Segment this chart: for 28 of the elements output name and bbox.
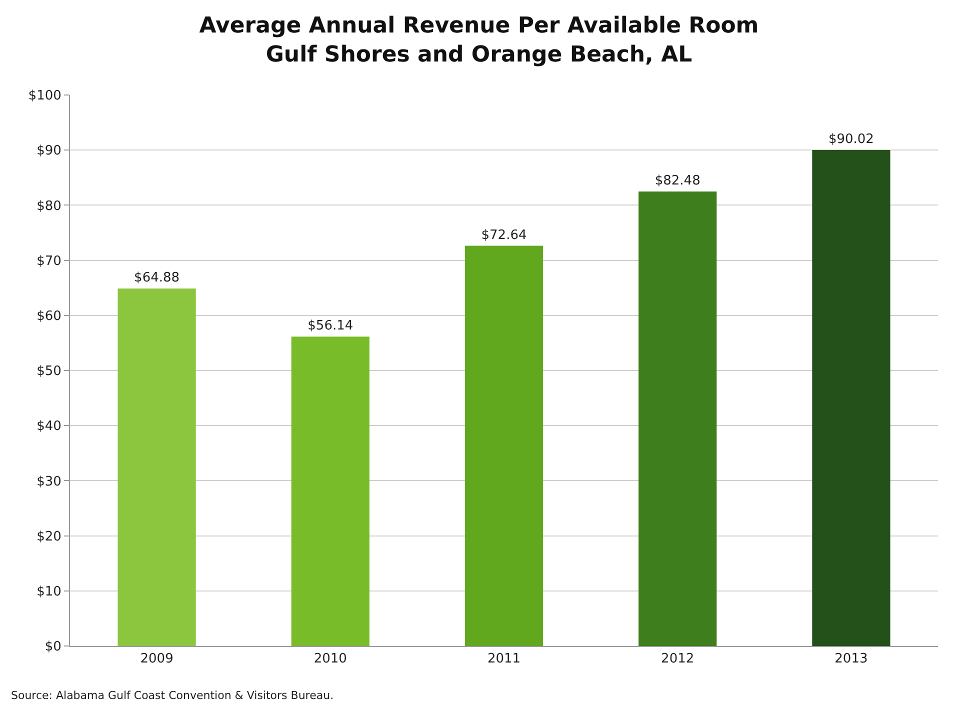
y-tick-label: $100 (28, 88, 62, 104)
x-tick-label: 2012 (661, 652, 694, 667)
y-tick-label: $30 (36, 474, 62, 490)
bar (291, 336, 370, 646)
bar (118, 288, 196, 646)
y-tick-label: $0 (44, 640, 62, 655)
y-tick-label: $90 (36, 144, 62, 159)
y-tick-label: $40 (36, 419, 62, 434)
y-tick-label: $50 (36, 364, 62, 380)
y-tick-label: $10 (36, 584, 62, 600)
chart-title: Average Annual Revenue Per Available Room Gulf Shores and Orange Beach, AL (199, 14, 759, 68)
data-label: $72.64 (481, 228, 527, 243)
x-tick-label: 2010 (314, 652, 347, 667)
y-tick-label: $20 (36, 529, 62, 544)
bar (464, 246, 544, 646)
x-tick-label: 2011 (487, 652, 521, 667)
bar (638, 192, 717, 646)
bar (812, 150, 890, 646)
source-note: Source: Alabama Gulf Coast Convention & Visitors Bureau. (11, 689, 334, 702)
y-tick-label: $80 (36, 198, 62, 214)
y-tick-label: $60 (36, 308, 62, 324)
x-tick-label: 2013 (834, 652, 868, 667)
data-label: $82.48 (654, 174, 700, 189)
data-label: $64.88 (134, 270, 180, 286)
x-tick-label: 2009 (140, 652, 174, 667)
data-label: $56.14 (308, 318, 354, 334)
y-tick-label: $70 (36, 254, 62, 269)
data-label: $90.02 (828, 132, 874, 147)
